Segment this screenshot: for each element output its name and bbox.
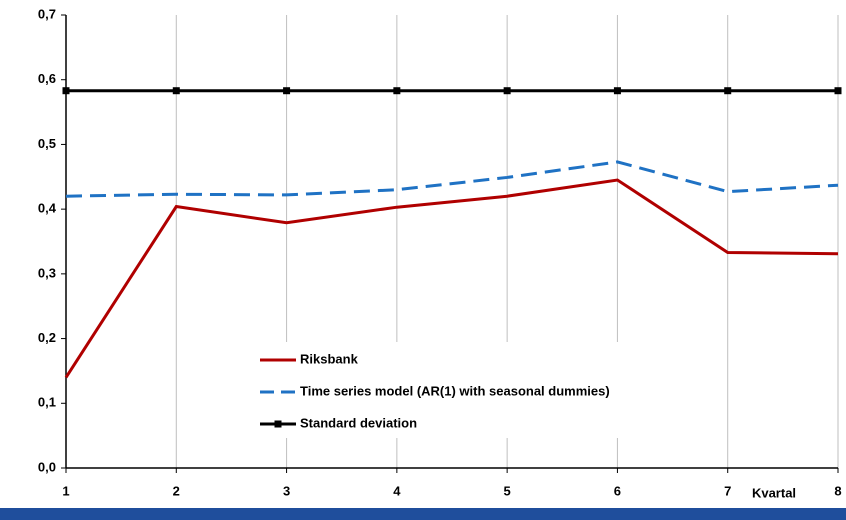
y-tick-label: 0,5 [38,136,56,151]
y-tick-label: 0,3 [38,265,56,280]
legend-box [246,342,656,438]
legend-label: Riksbank [300,351,359,366]
x-tick-label: 7 [724,483,731,498]
series-line [65,160,839,198]
x-tick-label: 1 [62,483,69,498]
y-tick-label: 0,7 [38,6,56,21]
x-tick-label: 2 [173,483,180,498]
y-tick-label: 0,2 [38,330,56,345]
x-tick-label: 6 [614,483,621,498]
x-tick-label: 8 [834,483,841,498]
footer-bar [0,508,846,520]
x-tick-label: 5 [504,483,511,498]
point-marker [283,87,291,95]
y-tick-label: 0,1 [38,395,56,410]
series-line [64,178,839,379]
point-marker [503,87,511,95]
legend: Riksbank Time series model (AR(1) with se… [246,342,656,438]
x-tick-label: 4 [393,483,401,498]
y-tick-label: 0,4 [38,201,57,216]
x-axis-label: Kvartal [752,485,796,500]
point-marker [62,87,70,95]
legend-label: Standard deviation [300,415,417,430]
legend-label: Time series model (AR(1) with seasonal d… [300,383,610,398]
point-marker [172,87,180,95]
legend-marker [274,420,282,428]
x-tick-label: 3 [283,483,290,498]
y-tick-label: 0,0 [38,459,56,474]
point-marker [724,87,732,95]
point-marker [834,87,842,95]
point-marker [613,87,621,95]
point-marker [393,87,401,95]
y-tick-label: 0,6 [38,71,56,86]
